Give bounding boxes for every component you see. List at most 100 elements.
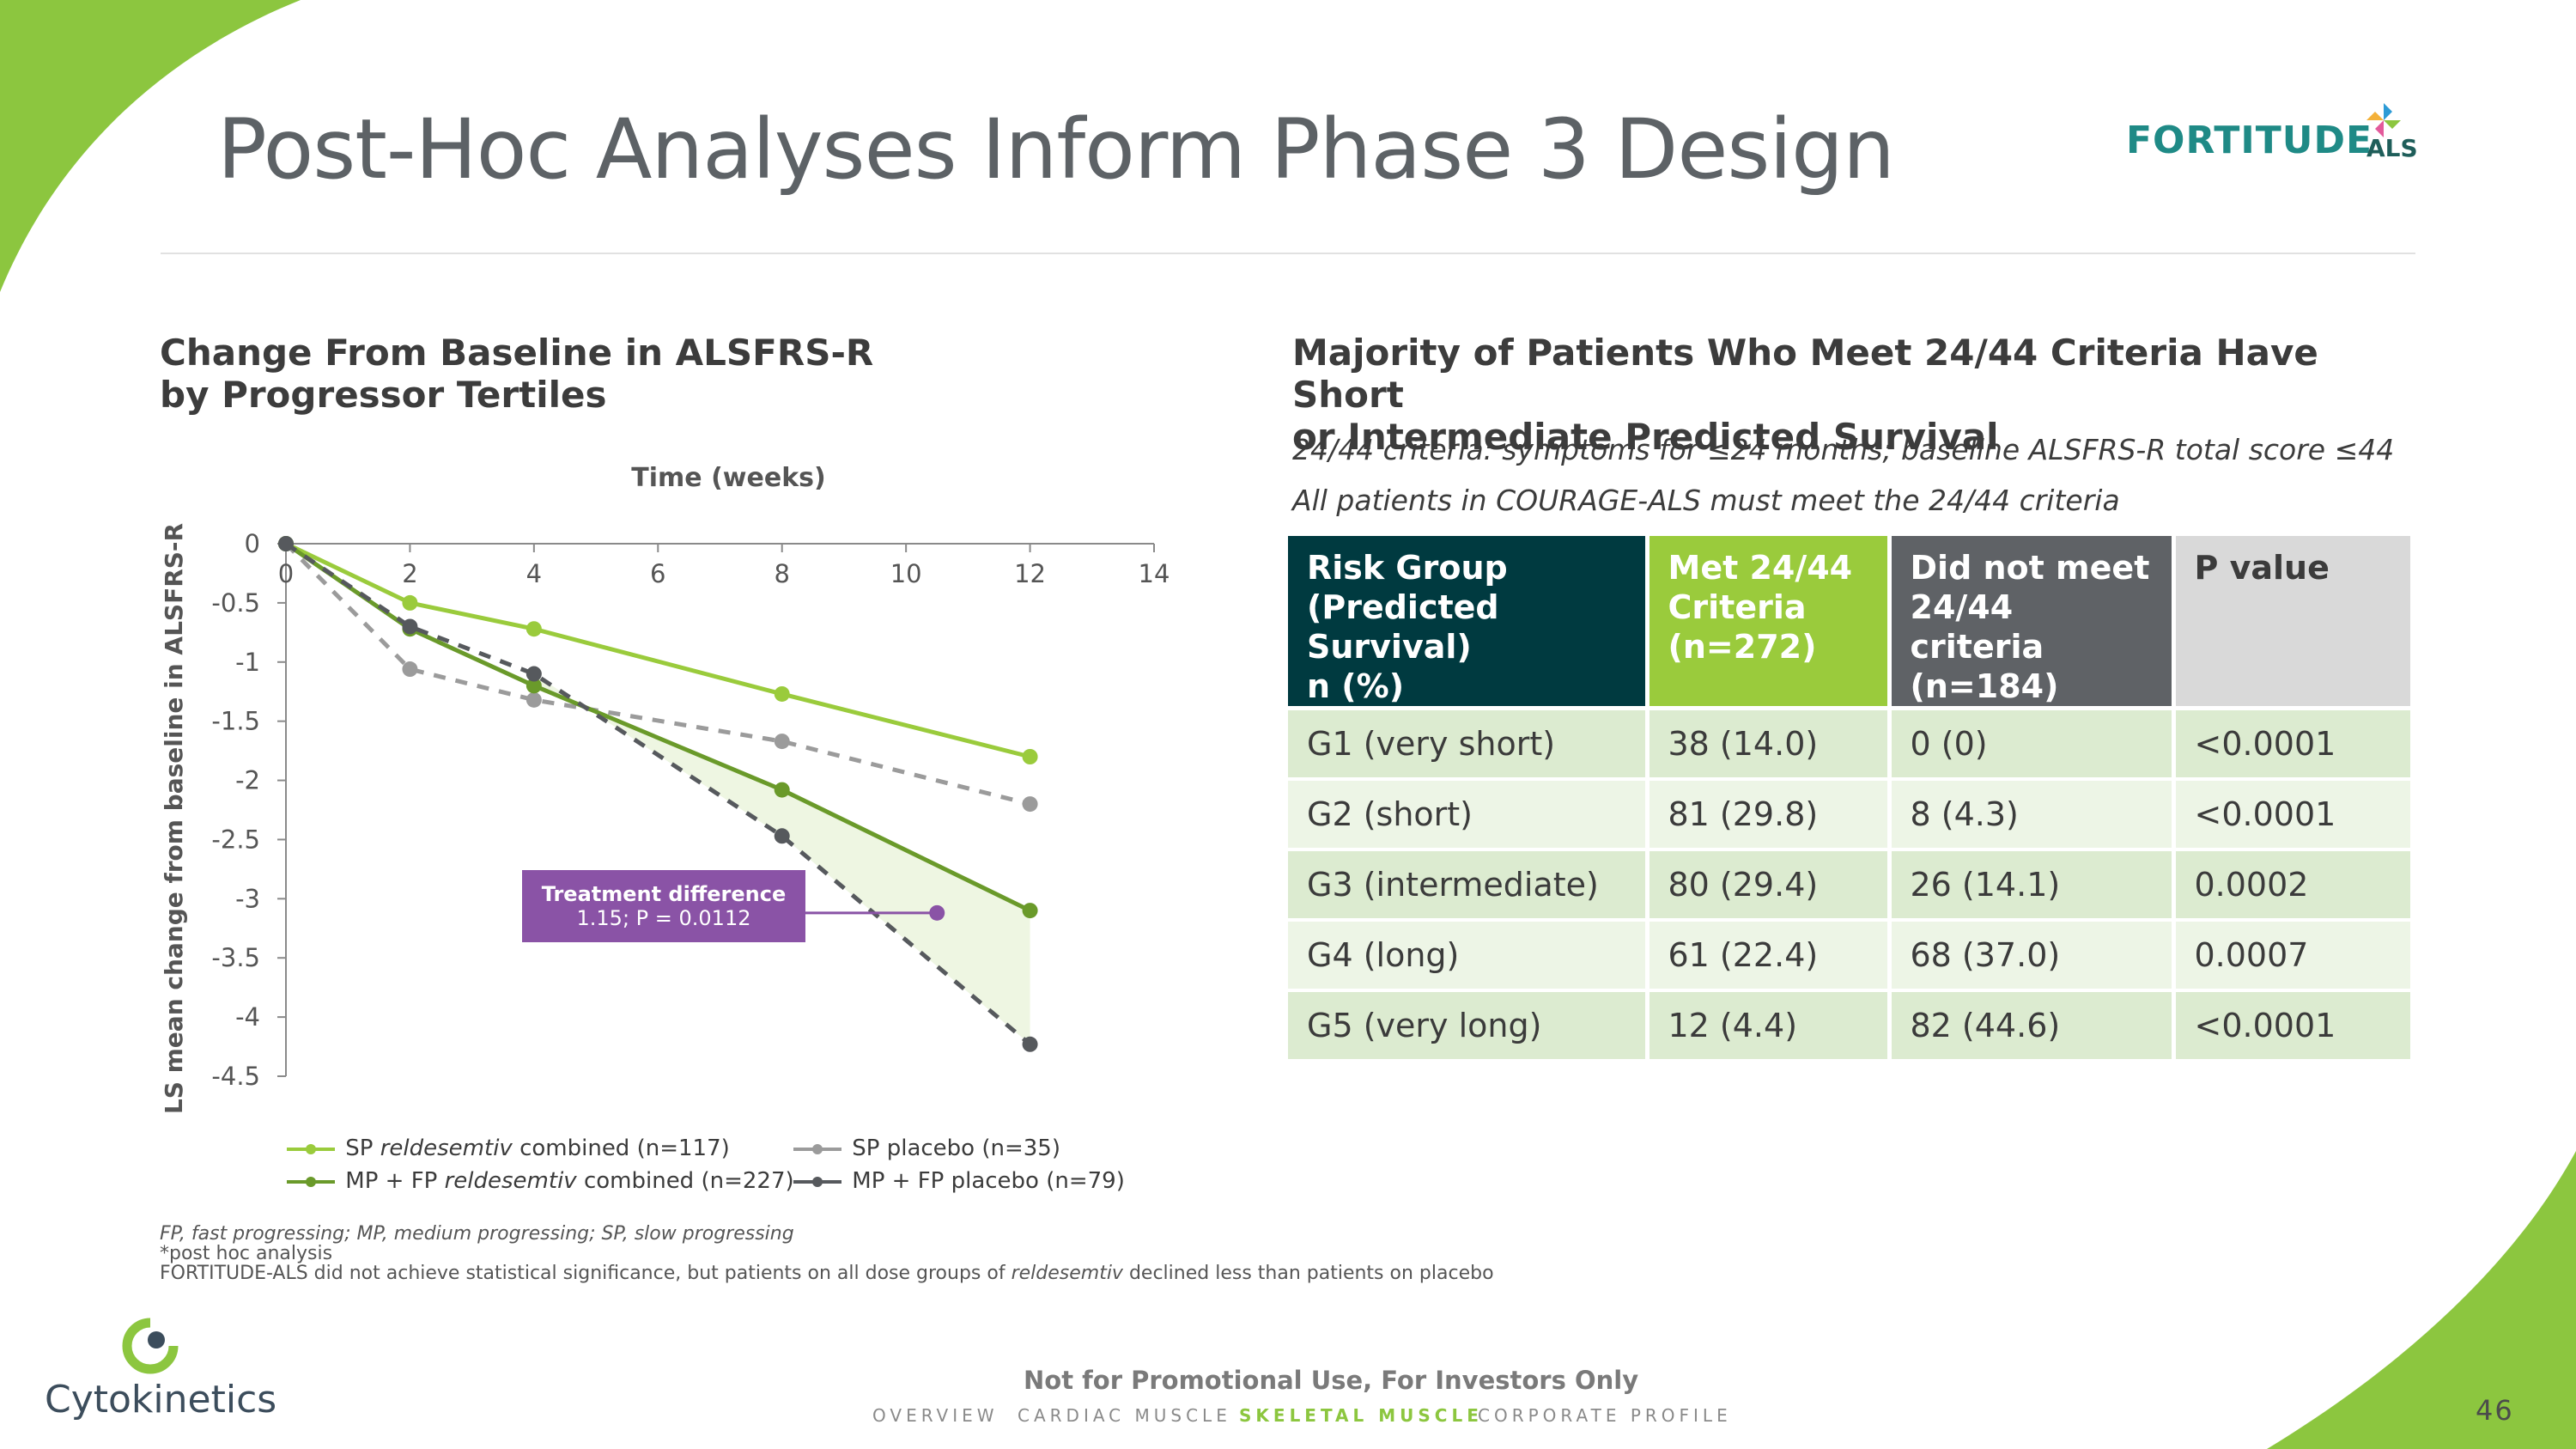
table-cell: G3 (intermediate) bbox=[1288, 849, 1649, 922]
table-cell: 80 (29.4) bbox=[1647, 849, 1892, 922]
table-row: G5 (very long) 12 (4.4) 82 (44.6) <0.000… bbox=[1288, 989, 2415, 1062]
fortitude-als-logo: FORTITUDE ALS bbox=[2126, 101, 2418, 170]
legend-item: SP placebo (n=35) bbox=[790, 1135, 1060, 1161]
nav-overview[interactable]: OVERVIEW bbox=[872, 1405, 999, 1426]
x-tick-label: 2 bbox=[402, 559, 417, 588]
table-cell: G5 (very long) bbox=[1288, 989, 1649, 1062]
corner-swoosh-top-left bbox=[0, 0, 301, 292]
legend-item: MP + FP reldesemtiv combined (n=227) bbox=[283, 1168, 794, 1194]
series-line bbox=[284, 541, 1032, 1046]
y-tick-label: 0 bbox=[245, 529, 260, 558]
courage-note: All patients in COURAGE-ALS must meet th… bbox=[1292, 484, 2120, 517]
title-divider bbox=[161, 253, 2415, 254]
legend-item: MP + FP placebo (n=79) bbox=[790, 1168, 1125, 1194]
table-row: G3 (intermediate) 80 (29.4) 26 (14.1) 0.… bbox=[1288, 849, 2415, 922]
data-point bbox=[526, 691, 542, 708]
series-line bbox=[284, 542, 1031, 807]
nav-corporate-profile[interactable]: CORPORATE PROFILE bbox=[1478, 1405, 1732, 1426]
legend-swatch bbox=[793, 1143, 841, 1154]
chart-heading-line1: Change From Baseline in ALSFRS-R bbox=[160, 332, 874, 374]
table-cell: 12 (4.4) bbox=[1647, 989, 1892, 1062]
footnote-posthoc: *post hoc analysis bbox=[160, 1243, 333, 1264]
data-point bbox=[526, 666, 542, 682]
criteria-note: 24/44 criteria: symptoms for ≤24 months;… bbox=[1292, 433, 2395, 466]
x-tick-label: 10 bbox=[890, 559, 922, 588]
table-heading: Majority of Patients Who Meet 24/44 Crit… bbox=[1292, 332, 2434, 458]
table-row: G4 (long) 61 (22.4) 68 (37.0) 0.0007 bbox=[1288, 919, 2415, 992]
risk-group-table: Risk Group (Predicted Survival) n (%) Me… bbox=[1288, 536, 2415, 1062]
table-cell: 0.0007 bbox=[2173, 919, 2415, 992]
legend-swatch bbox=[287, 1176, 335, 1187]
y-tick-label: -0.5 bbox=[211, 588, 260, 618]
data-point bbox=[774, 782, 790, 798]
table-cell: G4 (long) bbox=[1288, 919, 1649, 992]
x-tick-label: 8 bbox=[774, 559, 789, 588]
table-cell: <0.0001 bbox=[2173, 989, 2415, 1062]
table-cell: 61 (22.4) bbox=[1647, 919, 1892, 992]
table-row: G2 (short) 81 (29.8) 8 (4.3) <0.0001 bbox=[1288, 778, 2415, 851]
nav-cardiac-muscle[interactable]: CARDIAC MUSCLE bbox=[1018, 1405, 1231, 1426]
table-cell: 0.0002 bbox=[2173, 849, 2415, 922]
data-point bbox=[402, 594, 418, 611]
table-cell: 68 (37.0) bbox=[1889, 919, 2176, 992]
y-tick-label: -3 bbox=[235, 884, 260, 913]
y-tick-label: -1.5 bbox=[211, 707, 260, 736]
alsfrs-line-chart: 0 2 4 6 8 10 12 14 0 -0.5 -1 -1.5 -2 -2.5 -3 -3.5 -4 -4.5… bbox=[160, 463, 1170, 1114]
x-tick-label: 6 bbox=[650, 559, 665, 588]
y-tick-label: -3.5 bbox=[211, 943, 260, 972]
treatment-difference-callout: Treatment difference 1.15; P = 0.0112 bbox=[522, 870, 805, 942]
chart-heading-line2: by Progressor Tertiles bbox=[160, 374, 607, 416]
nav-skeletal-muscle[interactable]: SKELETAL MUSCLE bbox=[1239, 1405, 1483, 1426]
annotation-marker bbox=[929, 904, 945, 921]
data-point bbox=[1022, 796, 1038, 813]
table-cell: 38 (14.0) bbox=[1647, 708, 1892, 781]
y-tick-label: -4 bbox=[235, 1002, 260, 1032]
footnote-statement: FORTITUDE-ALS did not achieve statistica… bbox=[160, 1263, 1494, 1284]
x-tick-label: 4 bbox=[526, 559, 542, 588]
table-heading-line2: or Intermediate Predicted Survival bbox=[1292, 416, 1999, 458]
legend-swatch bbox=[793, 1176, 841, 1187]
data-point bbox=[1022, 1036, 1038, 1052]
header-p-value: P value bbox=[2173, 536, 2415, 710]
data-point bbox=[278, 536, 294, 551]
data-point bbox=[402, 661, 418, 678]
y-tick-label: -4.5 bbox=[211, 1062, 260, 1091]
header-met-criteria: Met 24/44 Criteria (n=272) bbox=[1647, 536, 1892, 710]
legend-swatch bbox=[287, 1143, 335, 1154]
x-tick-label: 12 bbox=[1014, 559, 1046, 588]
table-cell: 81 (29.8) bbox=[1647, 778, 1892, 851]
table-cell: G1 (very short) bbox=[1288, 708, 1649, 781]
table-header-row: Risk Group (Predicted Survival) n (%) Me… bbox=[1288, 536, 2415, 710]
chart-heading: Change From Baseline in ALSFRS-R by Prog… bbox=[160, 332, 1276, 416]
y-tick-label: -1 bbox=[235, 648, 260, 677]
shaded-difference-area bbox=[533, 673, 1030, 1044]
legend-item: SP reldesemtiv combined (n=117) bbox=[283, 1135, 730, 1161]
x-tick-label: 14 bbox=[1139, 559, 1170, 588]
x-tick-label: 0 bbox=[278, 559, 294, 588]
data-point bbox=[774, 734, 790, 750]
data-point bbox=[1022, 749, 1038, 764]
promotional-disclaimer: Not for Promotional Use, For Investors O… bbox=[1024, 1366, 1639, 1395]
table-row: G1 (very short) 38 (14.0) 0 (0) <0.0001 bbox=[1288, 708, 2415, 781]
slide-title: Post-Hoc Analyses Inform Phase 3 Design bbox=[217, 101, 1895, 198]
callout-line1: Treatment difference bbox=[541, 882, 787, 906]
table-cell: <0.0001 bbox=[2173, 778, 2415, 851]
page-number: 46 bbox=[2476, 1394, 2514, 1427]
data-point bbox=[402, 618, 418, 635]
y-tick-label: -2 bbox=[235, 766, 260, 795]
table-cell: 0 (0) bbox=[1889, 708, 2176, 781]
footnote-abbreviations: FP, fast progressing; MP, medium progres… bbox=[160, 1223, 794, 1245]
callout-line2: 1.15; P = 0.0112 bbox=[576, 906, 751, 930]
data-point bbox=[526, 621, 542, 637]
data-point bbox=[774, 828, 790, 844]
data-point bbox=[526, 678, 542, 694]
x-axis-label: Time (weeks) bbox=[631, 463, 825, 493]
chart-legend: SP reldesemtiv combined (n=117) SP place… bbox=[283, 1135, 1142, 1204]
company-name: Cytokinetics bbox=[45, 1378, 277, 1422]
table-cell: <0.0001 bbox=[2173, 708, 2415, 781]
table-cell: 82 (44.6) bbox=[1889, 989, 2176, 1062]
cytokinetics-mark-icon bbox=[122, 1318, 179, 1374]
data-point bbox=[774, 685, 790, 702]
table-heading-line1: Majority of Patients Who Meet 24/44 Crit… bbox=[1292, 332, 2318, 416]
data-point bbox=[1022, 903, 1038, 919]
